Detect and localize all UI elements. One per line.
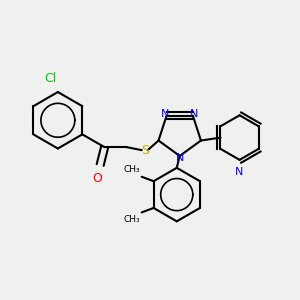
Text: N: N — [190, 109, 198, 119]
Text: CH₃: CH₃ — [124, 215, 140, 224]
Text: O: O — [92, 172, 102, 185]
Text: N: N — [161, 109, 170, 119]
Text: Cl: Cl — [44, 72, 57, 85]
Text: N: N — [236, 167, 244, 177]
Text: CH₃: CH₃ — [124, 165, 140, 174]
Text: N: N — [176, 153, 184, 163]
Text: S: S — [141, 144, 149, 157]
